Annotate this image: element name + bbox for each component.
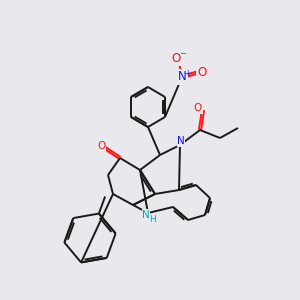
Text: N: N bbox=[142, 210, 150, 220]
Text: +: + bbox=[184, 68, 190, 77]
Text: H: H bbox=[150, 214, 156, 224]
Text: N: N bbox=[178, 70, 186, 83]
Text: −: − bbox=[179, 50, 187, 58]
Text: O: O bbox=[197, 65, 207, 79]
Text: O: O bbox=[194, 103, 202, 113]
Text: O: O bbox=[171, 52, 181, 64]
Text: N: N bbox=[177, 136, 185, 146]
Text: O: O bbox=[97, 141, 105, 151]
